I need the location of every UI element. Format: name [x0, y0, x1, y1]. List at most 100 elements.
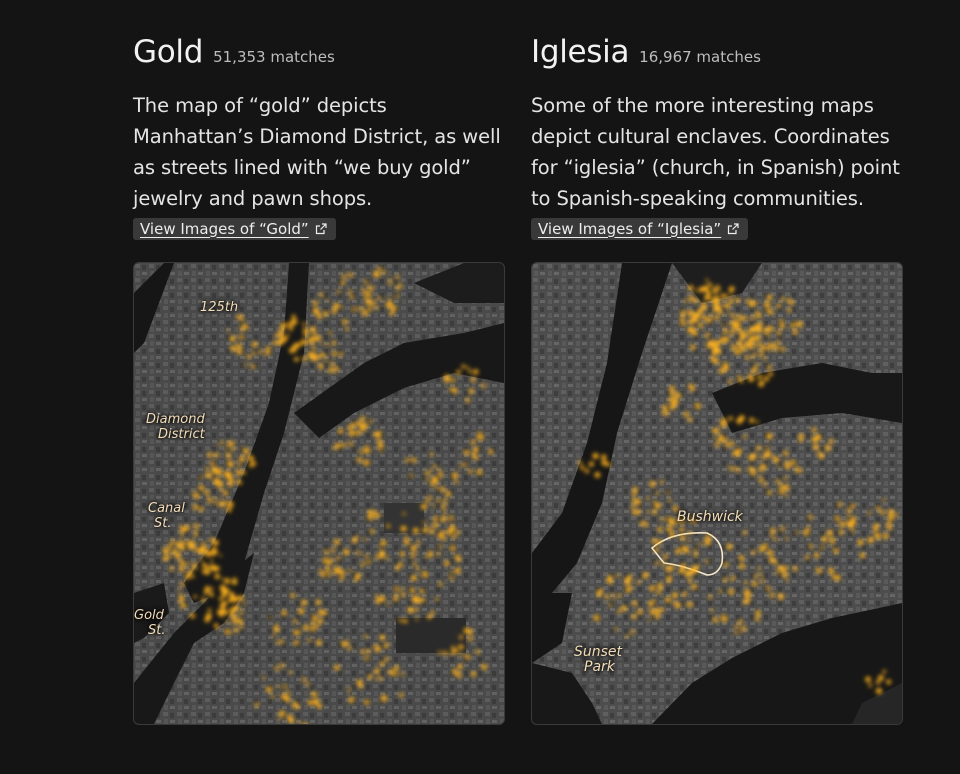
match-dot — [345, 320, 349, 323]
match-dot — [179, 545, 185, 551]
match-dot — [218, 502, 223, 507]
match-dot — [356, 430, 362, 436]
match-dot — [301, 599, 307, 606]
match-dot — [680, 535, 686, 541]
match-dot — [718, 368, 725, 374]
match-dot — [302, 322, 306, 326]
match-dot — [710, 609, 714, 612]
match-dot — [716, 316, 720, 320]
match-dot — [384, 657, 389, 662]
match-dot — [723, 364, 729, 371]
match-dot — [805, 555, 809, 560]
match-dot — [451, 387, 458, 394]
match-dot — [642, 572, 649, 579]
match-dot — [332, 340, 337, 345]
match-dot — [729, 286, 735, 291]
match-dot — [468, 636, 473, 641]
match-dot — [762, 345, 766, 349]
match-dot — [389, 310, 395, 316]
match-dot — [219, 487, 223, 491]
match-dot — [713, 436, 716, 440]
match-dot — [325, 567, 330, 572]
match-dot — [310, 351, 315, 356]
match-dot — [239, 334, 244, 340]
match-dot — [374, 514, 379, 519]
match-dot — [252, 341, 258, 348]
view-images-iglesia-link[interactable]: View Images of “Iglesia” — [531, 218, 749, 240]
match-dot — [341, 641, 348, 647]
iglesia-map[interactable]: Bushwick Sunset Park — [531, 262, 903, 725]
match-dot — [687, 310, 693, 316]
match-dot — [359, 306, 364, 311]
match-dot — [330, 362, 335, 366]
match-dot — [740, 315, 745, 320]
match-dot — [766, 347, 770, 351]
match-dot — [438, 650, 442, 654]
match-dot — [457, 664, 463, 670]
gold-map[interactable]: 125th Diamond District Canal St. Gold St… — [133, 262, 505, 725]
match-dot — [184, 561, 188, 566]
match-dot — [280, 663, 285, 668]
match-dot — [790, 460, 796, 466]
match-dot — [444, 378, 449, 383]
match-dot — [167, 555, 171, 559]
match-dot — [680, 310, 686, 315]
match-dot — [309, 336, 316, 342]
match-dot — [421, 503, 427, 510]
match-dot — [452, 534, 457, 539]
match-dot — [846, 508, 851, 513]
match-dot — [367, 510, 372, 515]
match-dot — [768, 304, 771, 308]
match-dot — [459, 464, 463, 467]
match-dot — [709, 314, 713, 318]
match-dot — [670, 396, 675, 402]
match-dot — [231, 622, 235, 625]
match-dot — [693, 552, 698, 557]
view-images-gold-link[interactable]: View Images of “Gold” — [133, 218, 336, 240]
match-dot — [688, 322, 692, 325]
match-dot — [303, 723, 308, 724]
external-link-icon — [728, 222, 739, 234]
match-dot — [401, 592, 406, 597]
match-dot — [880, 510, 885, 515]
match-dot — [743, 435, 747, 439]
match-dot — [728, 416, 733, 421]
match-dot — [290, 319, 297, 326]
view-images-gold-label: View Images of “Gold” — [140, 219, 309, 238]
match-dot — [374, 305, 379, 310]
match-dot — [757, 567, 761, 571]
match-dot — [362, 310, 368, 316]
match-dot — [754, 342, 759, 347]
match-dot — [312, 614, 318, 621]
match-dot — [763, 482, 767, 486]
match-dot — [679, 527, 685, 532]
match-dot — [704, 294, 711, 301]
match-dot — [759, 348, 763, 353]
match-dot — [698, 323, 704, 329]
match-dot — [873, 527, 877, 532]
match-dot — [754, 363, 759, 367]
match-dot — [655, 607, 662, 614]
match-dot — [410, 575, 417, 581]
match-dot — [187, 543, 194, 550]
match-dot — [766, 586, 771, 591]
match-dot — [180, 603, 185, 609]
match-dot — [331, 351, 337, 356]
match-dot — [713, 289, 718, 295]
match-dot — [201, 597, 206, 602]
match-dot — [395, 275, 400, 279]
match-dot — [666, 566, 673, 572]
match-dot — [783, 484, 790, 491]
match-dot — [338, 428, 343, 434]
match-dot — [669, 518, 675, 524]
match-dot — [661, 607, 665, 612]
match-dot — [694, 403, 701, 409]
match-dot — [404, 536, 409, 541]
match-dot — [594, 472, 601, 478]
match-dot — [403, 619, 408, 624]
match-dot — [728, 312, 732, 316]
match-dot — [432, 522, 438, 528]
match-dot — [199, 506, 204, 512]
match-dot — [826, 530, 833, 536]
match-dot — [831, 574, 835, 578]
